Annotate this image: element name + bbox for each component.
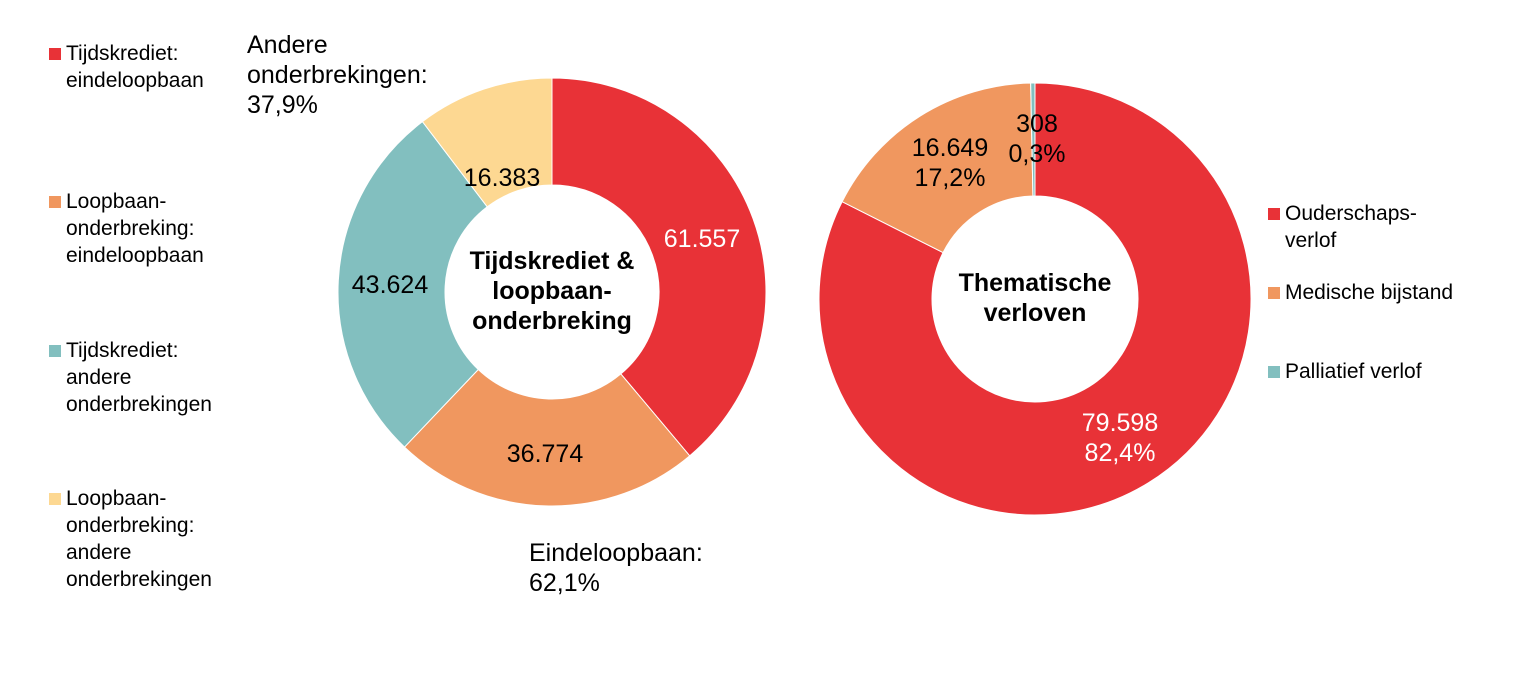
chart-title: Thematische verloven [959, 269, 1112, 327]
legend-swatch [1268, 208, 1280, 220]
legend-text: eindeloopbaan [66, 69, 204, 92]
data-label: 36.774 [507, 440, 584, 468]
label-line: Tijdskrediet & [470, 247, 635, 275]
label-line: 36.774 [507, 440, 584, 468]
legend-text: Medische bijstand [1285, 281, 1454, 304]
legend-text: onderbrekingen [66, 393, 212, 416]
label-line: 16.383 [464, 164, 540, 192]
annotation-text: 37,9% [247, 91, 318, 119]
label-line: verloven [984, 299, 1087, 327]
donut-slice [551, 77, 767, 457]
donut-2 [818, 82, 1252, 516]
label-line: 82,4% [1085, 439, 1156, 467]
legend-text: onderbreking: [66, 217, 195, 240]
label-line: 16.649 [912, 134, 988, 162]
legend-item-loopbaan-andere: Loopbaan- onderbreking: andere onderbrek… [49, 485, 212, 593]
annotation-text: 62,1% [529, 569, 600, 597]
data-label: 79.598 82,4% [1082, 409, 1158, 467]
label-line: Thematische [959, 269, 1112, 297]
donut-slice [337, 120, 488, 448]
donut-slice [421, 77, 553, 208]
legend-text: onderbrekingen [66, 568, 212, 591]
donut-1 [337, 77, 767, 507]
legend-item-tijdskrediet-andere: Tijdskrediet: andere onderbrekingen [49, 337, 212, 418]
label-line: 79.598 [1082, 409, 1158, 437]
data-label: 16.383 [464, 164, 540, 192]
label-line: onderbreking [472, 307, 632, 335]
legend-item-medische-bijstand: Medische bijstand [1268, 279, 1454, 306]
label-line: loopbaan- [492, 277, 611, 305]
legend-item-tijdskrediet-eindeloopbaan: Tijdskrediet: eindeloopbaan [49, 40, 204, 94]
legend-text: andere [66, 541, 132, 564]
legend-text: Loopbaan- [66, 487, 167, 510]
legend-item-palliatief-verlof: Palliatief verlof [1268, 358, 1422, 385]
chart-title: Tijdskrediet & loopbaan-onderbreking [470, 247, 635, 335]
data-label: 16.649 17,2% [912, 134, 988, 192]
legend-swatch [49, 345, 61, 357]
annotation-text: Eindeloopbaan: [529, 539, 703, 567]
legend-text: eindeloopbaan [66, 244, 204, 267]
legend-text: andere [66, 366, 132, 389]
annotation-andere: Andere onderbrekingen: 37,9% [247, 30, 428, 120]
legend-text: Tijdskrediet: [66, 42, 179, 65]
data-label: 308 0,3% [1009, 110, 1066, 168]
legend-swatch [1268, 366, 1280, 378]
legend-text: Tijdskrediet: [66, 339, 179, 362]
legend-text: onderbreking: [66, 514, 195, 537]
legend-item-loopbaan-eindeloopbaan: Loopbaan- onderbreking: eindeloopbaan [49, 188, 204, 269]
legend-swatch [49, 48, 61, 60]
legend-text: Ouderschaps- [1285, 202, 1417, 225]
label-line: 17,2% [915, 164, 986, 192]
annotation-eindeloopbaan: Eindeloopbaan: 62,1% [529, 538, 703, 598]
data-label: 61.557 [664, 225, 740, 253]
label-line: 308 [1016, 110, 1058, 138]
donut-slice [841, 82, 1034, 254]
legend-item-ouderschapsverlof: Ouderschaps- verlof [1268, 200, 1417, 254]
annotation-text: onderbrekingen: [247, 61, 428, 89]
legend-swatch [1268, 287, 1280, 299]
legend-swatch [49, 493, 61, 505]
label-line: 61.557 [664, 225, 740, 253]
legend-text: Loopbaan- [66, 190, 167, 213]
legend-text: Palliatief verlof [1285, 360, 1422, 383]
legend-swatch [49, 196, 61, 208]
label-line: 0,3% [1009, 140, 1066, 168]
donut-slice [818, 82, 1252, 516]
donut-slice [403, 368, 691, 507]
label-line: 43.624 [352, 271, 429, 299]
annotation-text: Andere [247, 31, 328, 59]
donut-slice [1030, 82, 1036, 197]
data-label: 43.624 [352, 271, 429, 299]
legend-text: verlof [1285, 229, 1337, 252]
